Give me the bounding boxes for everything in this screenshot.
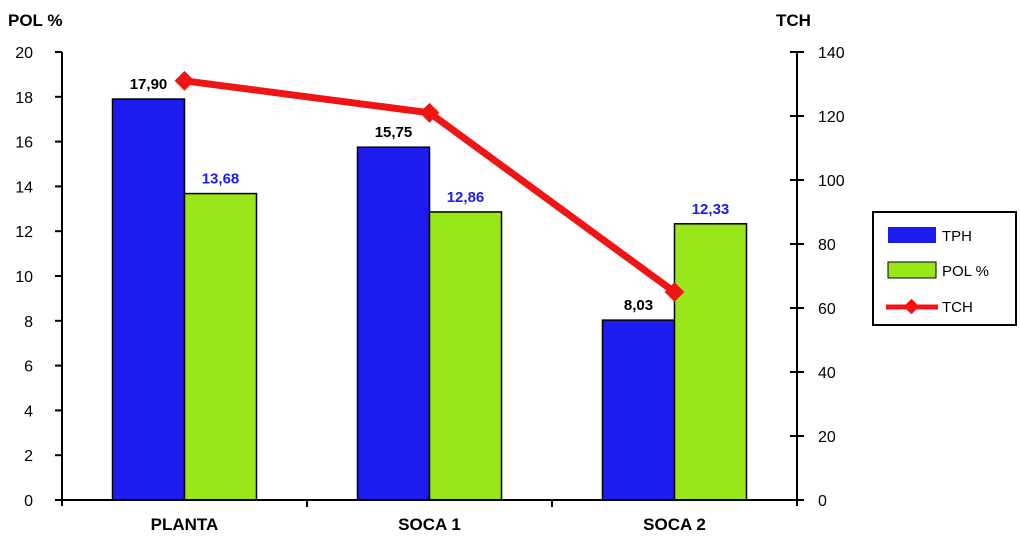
axes: [61, 52, 798, 506]
y-right-tick-label: 100: [818, 173, 845, 190]
legend-label-tch: TCH: [942, 299, 973, 316]
y-right-tick-label: 80: [818, 237, 836, 254]
tch-marker-2: [664, 282, 685, 302]
y-left-tick-label: 8: [24, 314, 33, 331]
bar-tph-0: [111, 98, 186, 501]
y-right-axis: 0 20 40 60 80 100 120 140: [790, 45, 845, 510]
tch-line: [174, 70, 685, 302]
bar-tph-2: [601, 319, 676, 501]
y-right-tick-label: 20: [818, 429, 836, 446]
y-right-tick-label: 60: [818, 301, 836, 318]
y-left-axis-title: POL %: [8, 11, 62, 30]
y-left-axis: 0 2 4 6 8 10 12 14 16 18 20: [15, 45, 62, 510]
legend-label-tph: TPH: [942, 228, 972, 245]
legend-label-pol: POL %: [942, 263, 989, 280]
tch-marker-1: [419, 102, 440, 123]
legend-swatch-pol: [887, 261, 937, 279]
bar-pol--1: [428, 211, 503, 501]
data-label: 8,03: [624, 297, 653, 314]
bar-pol--2: [673, 223, 748, 501]
data-label: 15,75: [375, 124, 413, 141]
y-left-tick-label: 0: [24, 493, 33, 510]
y-left-tick-label: 2: [24, 448, 33, 465]
x-tick-label: PLANTA: [151, 515, 219, 534]
legend-swatch-tph: [888, 227, 936, 243]
y-right-tick-label: 0: [818, 493, 827, 510]
data-label: 12,86: [447, 189, 485, 206]
bar-tph-1: [356, 146, 431, 501]
y-left-tick-label: 18: [15, 90, 33, 107]
y-left-tick-label: 10: [15, 269, 33, 286]
bar-pol--0: [183, 192, 258, 501]
y-right-tick-label: 120: [818, 109, 845, 126]
y-left-tick-label: 12: [15, 224, 33, 241]
x-axis: PLANTA SOCA 1 SOCA 2: [151, 500, 706, 534]
data-label: 12,33: [692, 201, 730, 218]
legend: TPH POL % TCH: [872, 211, 1017, 326]
y-left-tick-label: 4: [24, 403, 33, 420]
y-right-tick-label: 140: [818, 45, 845, 62]
x-tick-label: SOCA 2: [643, 515, 706, 534]
y-left-tick-label: 14: [15, 179, 33, 196]
data-labels: 17,90 15,75 8,03 13,68 12,86 12,33: [130, 76, 730, 314]
y-left-tick-label: 20: [15, 45, 33, 62]
y-right-tick-label: 40: [818, 365, 836, 382]
y-right-axis-title: TCH: [776, 11, 811, 30]
x-tick-label: SOCA 1: [398, 515, 461, 534]
bars: [111, 98, 748, 501]
y-left-tick-label: 16: [15, 135, 33, 152]
data-label: 17,90: [130, 76, 168, 93]
data-label: 13,68: [202, 171, 240, 188]
y-left-tick-label: 6: [24, 359, 33, 376]
tch-marker-0: [174, 70, 195, 91]
